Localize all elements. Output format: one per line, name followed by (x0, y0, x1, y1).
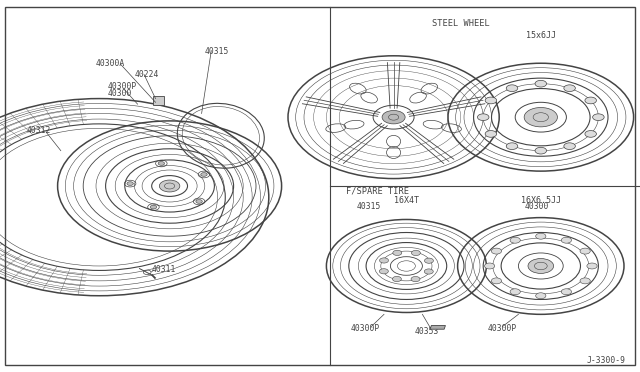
Circle shape (561, 237, 572, 243)
Circle shape (411, 276, 420, 282)
Circle shape (424, 269, 433, 274)
Circle shape (380, 269, 388, 274)
Text: 40312: 40312 (27, 126, 51, 135)
Text: 15x6JJ: 15x6JJ (526, 31, 556, 40)
Text: 40224: 40224 (134, 70, 159, 79)
Circle shape (127, 182, 133, 186)
Circle shape (536, 293, 546, 299)
Text: 40311: 40311 (152, 265, 176, 274)
Text: 40300P: 40300P (351, 324, 380, 333)
Text: 40300: 40300 (108, 89, 132, 97)
Text: 40315: 40315 (205, 47, 229, 56)
Circle shape (382, 110, 405, 124)
Circle shape (485, 131, 497, 137)
Circle shape (593, 114, 604, 121)
Circle shape (524, 108, 557, 127)
Circle shape (587, 263, 597, 269)
Circle shape (564, 85, 575, 92)
Circle shape (196, 199, 202, 203)
Circle shape (510, 289, 520, 295)
Circle shape (492, 248, 502, 254)
Circle shape (424, 258, 433, 263)
Text: 40300: 40300 (525, 202, 549, 211)
Circle shape (580, 278, 590, 284)
Circle shape (158, 161, 164, 165)
Circle shape (150, 205, 157, 209)
Circle shape (477, 114, 489, 121)
Circle shape (506, 85, 518, 92)
Text: 40353: 40353 (415, 327, 439, 336)
Circle shape (580, 248, 590, 254)
Circle shape (506, 143, 518, 150)
Circle shape (564, 143, 575, 150)
Circle shape (561, 289, 572, 295)
Text: 40300P: 40300P (488, 324, 517, 333)
Text: F/SPARE TIRE: F/SPARE TIRE (346, 186, 408, 195)
Circle shape (528, 259, 554, 273)
Text: 40300P: 40300P (108, 82, 137, 91)
Circle shape (159, 180, 180, 192)
Text: STEEL WHEEL: STEEL WHEEL (432, 19, 490, 28)
Text: 16X6.5JJ: 16X6.5JJ (521, 196, 561, 205)
Circle shape (392, 276, 401, 282)
Circle shape (393, 250, 402, 256)
Circle shape (380, 258, 388, 263)
Circle shape (535, 80, 547, 87)
Circle shape (585, 97, 596, 104)
Text: 16X4T: 16X4T (394, 196, 419, 205)
Circle shape (536, 233, 546, 239)
Circle shape (484, 263, 495, 269)
Circle shape (485, 97, 497, 104)
Circle shape (390, 257, 422, 275)
Circle shape (412, 250, 420, 256)
Text: 40300A: 40300A (96, 60, 125, 68)
Text: 40315: 40315 (357, 202, 381, 211)
Circle shape (492, 278, 502, 284)
Polygon shape (430, 326, 445, 329)
Circle shape (535, 147, 547, 154)
FancyBboxPatch shape (153, 96, 164, 105)
Circle shape (585, 131, 596, 137)
Circle shape (518, 253, 563, 279)
Circle shape (510, 237, 520, 243)
Text: J-3300-9: J-3300-9 (587, 356, 626, 365)
Circle shape (201, 173, 207, 176)
